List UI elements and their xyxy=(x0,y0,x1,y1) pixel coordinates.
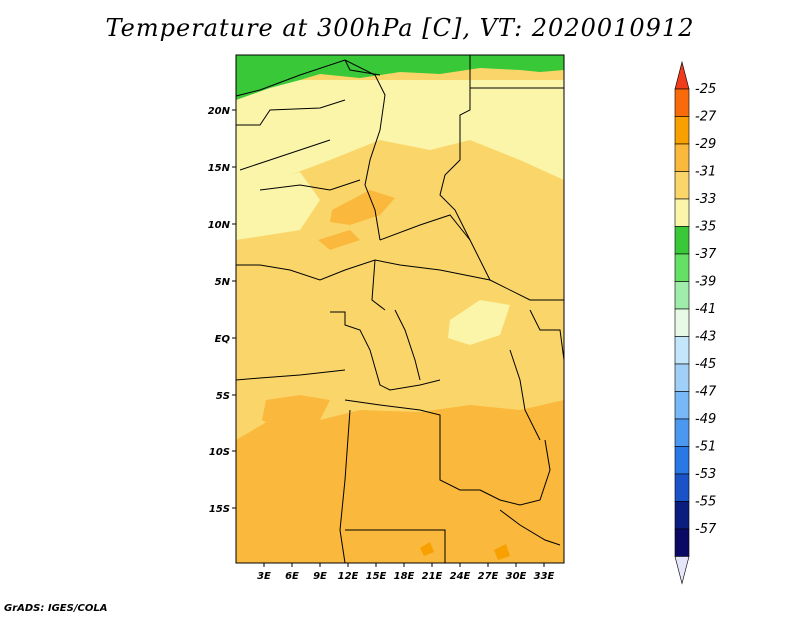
colorbar-arrow-top xyxy=(674,60,690,90)
colorbar-label: -25 xyxy=(695,82,716,97)
colorbar-label: -53 xyxy=(695,467,716,482)
colorbar-swatch xyxy=(674,198,690,227)
lat-tick-label: 15S xyxy=(209,504,230,515)
lon-axis: 3E 6E 9E 12E 15E 18E 21E 24E 27E 30E 33E xyxy=(257,563,555,582)
lon-tick-label: 30E xyxy=(506,571,527,582)
colorbar-label: -37 xyxy=(695,247,717,262)
colorbar-swatch xyxy=(674,391,690,420)
chart-title: Temperature at 300hPa [C], VT: 202001091… xyxy=(105,14,695,42)
lon-tick-label: 24E xyxy=(450,571,471,582)
colorbar-swatch xyxy=(674,226,690,255)
colorbar-swatch xyxy=(674,363,690,392)
lat-tick-label: 10N xyxy=(208,220,231,231)
colorbar-swatch xyxy=(674,171,690,200)
lat-tick-label: 15N xyxy=(208,163,231,174)
lon-tick-label: 3E xyxy=(257,571,271,582)
lon-tick-label: 15E xyxy=(366,571,387,582)
lon-tick-label: 33E xyxy=(534,571,555,582)
colorbar-swatch xyxy=(674,446,690,475)
colorbar-label: -29 xyxy=(695,137,716,152)
field-orange-south xyxy=(236,400,564,563)
map-frame xyxy=(235,54,565,564)
colorbar: -25 -27 -29 -31 -33 -35 -37 -39 -41 -43 -45 -47 -49 -… xyxy=(674,60,717,585)
lat-tick-label: 5S xyxy=(216,391,230,402)
colorbar-label: -43 xyxy=(695,330,716,345)
colorbar-label: -35 xyxy=(695,220,716,235)
colorbar-swatch xyxy=(674,253,690,282)
lat-axis: 20N 15N 10N 5N EQ 5S 10S 15S xyxy=(208,106,236,515)
field-spot-2 xyxy=(494,544,510,560)
colorbar-swatch xyxy=(674,418,690,447)
field-orange-north2 xyxy=(318,230,360,250)
colorbar-swatch xyxy=(674,336,690,365)
lat-tick-label: 10S xyxy=(209,447,230,458)
field-spot-1 xyxy=(420,542,434,556)
field-green-top xyxy=(236,55,564,100)
country-borders xyxy=(235,55,565,564)
colorbar-swatch xyxy=(674,501,690,530)
colorbar-swatch xyxy=(674,528,690,557)
colorbar-label: -27 xyxy=(695,110,717,125)
field-light-north xyxy=(236,80,564,190)
lon-tick-label: 6E xyxy=(285,571,299,582)
colorbar-label: -47 xyxy=(695,385,717,400)
colorbar-swatch xyxy=(674,143,690,172)
colorbar-label: -39 xyxy=(695,275,716,290)
colorbar-label: -31 xyxy=(695,165,716,180)
colorbar-swatch xyxy=(674,473,690,502)
lon-tick-label: 9E xyxy=(313,571,327,582)
lon-tick-label: 12E xyxy=(338,571,359,582)
footer-credit: GrADS: IGES/COLA xyxy=(4,603,108,614)
colorbar-swatch xyxy=(674,308,690,337)
colorbar-label: -33 xyxy=(695,192,716,207)
lat-tick-label: 5N xyxy=(215,277,231,288)
colorbar-label: -51 xyxy=(695,440,716,455)
lon-tick-label: 18E xyxy=(394,571,415,582)
field-light-west xyxy=(236,172,320,240)
field-orange-west xyxy=(262,395,330,430)
colorbar-label: -57 xyxy=(695,522,717,537)
colorbar-swatch xyxy=(674,281,690,310)
colorbar-swatch xyxy=(674,116,690,145)
lat-tick-label: EQ xyxy=(215,334,231,345)
colorbar-label: -49 xyxy=(695,412,716,427)
lat-tick-label: 20N xyxy=(208,106,231,117)
colorbar-label: -55 xyxy=(695,495,716,510)
colorbar-label: -45 xyxy=(695,357,716,372)
colorbar-label: -41 xyxy=(695,302,716,317)
field-orange-north xyxy=(330,190,395,225)
colorbar-swatch xyxy=(674,88,690,117)
lon-tick-label: 21E xyxy=(422,571,443,582)
lon-tick-label: 27E xyxy=(478,571,499,582)
map-panel xyxy=(235,54,565,564)
field-light-central xyxy=(448,300,510,345)
colorbar-arrow-bottom xyxy=(674,556,690,585)
